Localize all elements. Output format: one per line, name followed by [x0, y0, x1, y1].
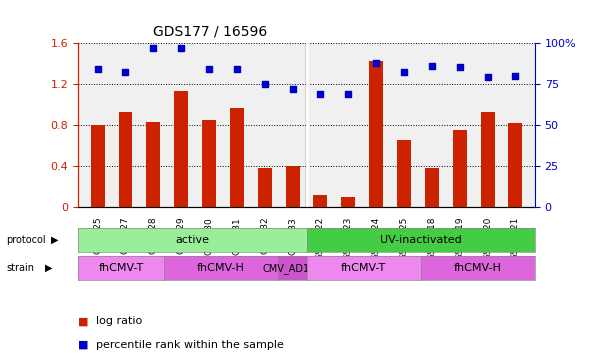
Text: protocol: protocol [6, 235, 46, 245]
Bar [508, 123, 522, 207]
Text: CMV_AD169: CMV_AD169 [263, 263, 322, 273]
Bar [425, 168, 439, 207]
Bar [202, 120, 216, 207]
Point [371, 60, 381, 65]
Point [232, 66, 242, 72]
Point [93, 66, 102, 72]
Text: ▶: ▶ [45, 263, 52, 273]
Text: log ratio: log ratio [96, 316, 142, 326]
Bar [258, 168, 272, 207]
Point [316, 91, 325, 97]
Point [483, 75, 492, 80]
Text: ■: ■ [78, 340, 88, 350]
Text: ▶: ▶ [51, 235, 58, 245]
Point [288, 86, 297, 92]
Text: strain: strain [6, 263, 34, 273]
Point [399, 70, 409, 75]
Point [427, 63, 437, 69]
Bar [91, 125, 105, 207]
Text: active: active [175, 235, 209, 245]
Bar [230, 107, 244, 207]
Text: percentile rank within the sample: percentile rank within the sample [96, 340, 284, 350]
Text: ■: ■ [78, 316, 88, 326]
Bar [285, 166, 299, 207]
Point [176, 45, 186, 51]
Text: fhCMV-H: fhCMV-H [454, 263, 502, 273]
Bar [453, 130, 466, 207]
Bar [147, 122, 160, 207]
Point [455, 65, 465, 70]
Point [344, 91, 353, 97]
Text: fhCMV-T: fhCMV-T [341, 263, 386, 273]
Point [148, 45, 158, 51]
Text: UV-inactivated: UV-inactivated [380, 235, 462, 245]
Text: fhCMV-T: fhCMV-T [99, 263, 144, 273]
Bar [397, 140, 411, 207]
Bar [369, 61, 383, 207]
Point [511, 73, 520, 79]
Bar [314, 195, 328, 207]
Bar [174, 91, 188, 207]
Text: fhCMV-H: fhCMV-H [197, 263, 245, 273]
Point [204, 66, 214, 72]
Bar [118, 112, 132, 207]
Point [260, 81, 269, 87]
Bar [481, 112, 495, 207]
Text: GDS177 / 16596: GDS177 / 16596 [153, 25, 267, 39]
Bar [341, 197, 355, 207]
Point [121, 70, 130, 75]
